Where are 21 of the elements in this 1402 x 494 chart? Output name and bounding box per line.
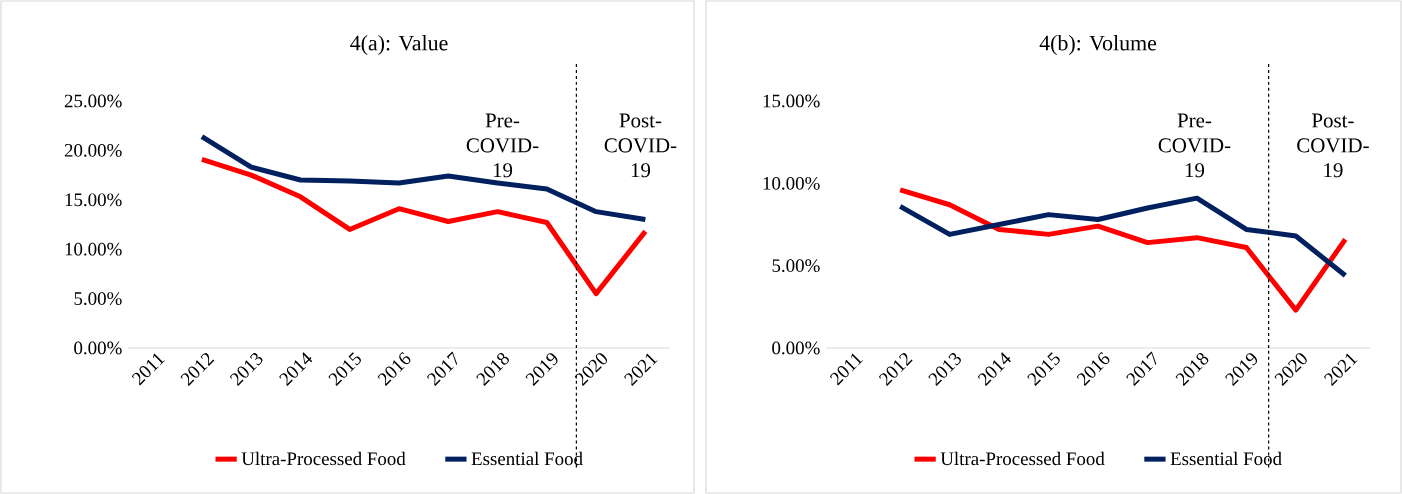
annotation: Pre-COVID-19 (466, 113, 539, 178)
y-tick-label: 0.00% (74, 341, 122, 355)
y-tick-label: 20.00% (64, 143, 122, 157)
y-tick-label: 10.00% (65, 242, 122, 256)
legend-label: Ultra-Processed Food (940, 451, 1105, 466)
y-tick-label: 15.00% (763, 94, 820, 108)
y-tick-label: 5.00% (772, 259, 820, 273)
x-tick-label: 2021 (1323, 353, 1358, 386)
y-tick-label: 15.00% (65, 193, 122, 207)
legend-label: Ultra-Processed Food (241, 451, 406, 466)
chart-title: 4(b): Volume (1039, 35, 1157, 55)
chart-title: 4(a): Value (350, 35, 448, 55)
y-tick-label: 10.00% (763, 176, 820, 190)
y-tick-label: 5.00% (74, 292, 122, 306)
legend-label: Essential Food (1170, 451, 1282, 466)
annotation: Post-COVID-19 (604, 113, 677, 178)
y-tick-label: 0.00% (772, 341, 820, 355)
legend-label: Essential Food (471, 451, 583, 466)
y-tick-label: 25.00% (64, 94, 122, 108)
annotation: Pre-COVID-19 (1158, 113, 1231, 178)
annotation: Post-COVID-19 (1297, 113, 1369, 178)
